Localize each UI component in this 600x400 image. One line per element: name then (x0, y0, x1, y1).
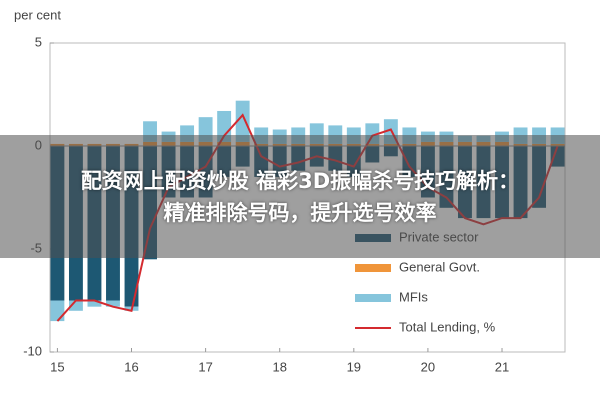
x-tick-label: 19 (347, 359, 361, 374)
bar (50, 300, 65, 322)
overlay-text: 精准排除号码，提升选号效率 (163, 200, 437, 225)
x-tick-label: 20 (421, 359, 435, 374)
bar (87, 300, 102, 307)
y-axis-label: per cent (14, 7, 61, 22)
x-tick-label: 21 (495, 359, 509, 374)
x-tick-label: 17 (198, 359, 212, 374)
bar (235, 100, 250, 142)
legend-swatch (355, 264, 391, 272)
bar (68, 300, 83, 311)
legend-label: Total Lending, % (399, 319, 496, 334)
x-tick-label: 15 (50, 359, 64, 374)
y-tick-label: -10 (23, 343, 42, 358)
legend-label: General Govt. (399, 259, 480, 274)
legend-label: MFIs (399, 289, 428, 304)
x-tick-label: 18 (272, 359, 286, 374)
overlay-banner: 配资网上配资炒股 福彩3D振幅杀号技巧解析： 精准排除号码，提升选号效率 (0, 135, 600, 258)
legend-swatch (355, 294, 391, 302)
overlay-text: 配资网上配资炒股 福彩3D振幅杀号技巧解析： (80, 168, 520, 193)
y-tick-label: 5 (35, 34, 42, 49)
bar (106, 300, 120, 307)
x-tick-label: 16 (124, 359, 138, 374)
bar (217, 110, 232, 142)
